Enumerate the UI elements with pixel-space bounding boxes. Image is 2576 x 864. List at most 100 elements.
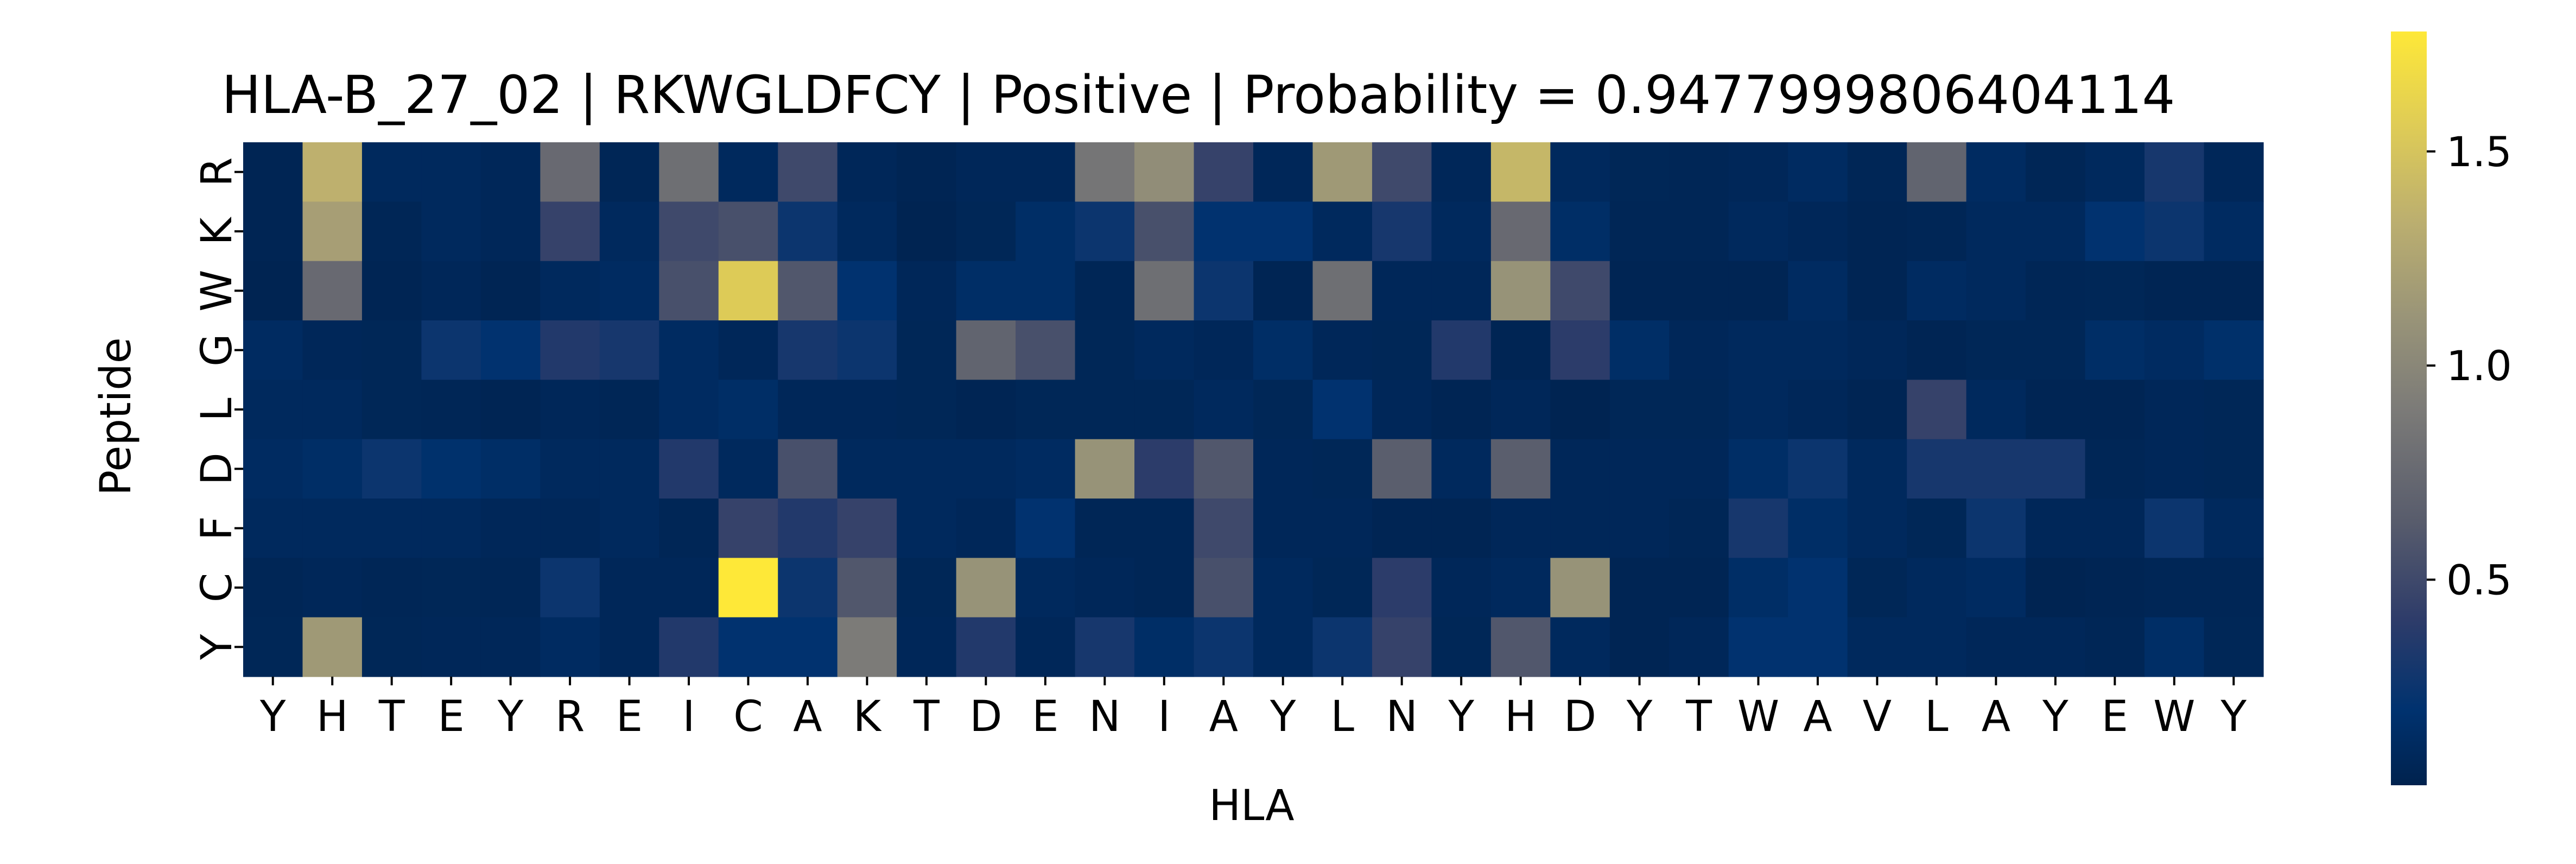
heatmap-cell xyxy=(956,320,1016,380)
heatmap-cell xyxy=(361,261,422,321)
heatmap-cell xyxy=(1609,499,1670,558)
heatmap-cell xyxy=(302,142,363,202)
x-tick-label: D xyxy=(1564,692,1596,741)
heatmap-cell xyxy=(1431,142,1492,202)
heatmap-cell xyxy=(956,142,1016,202)
heatmap-cell xyxy=(599,201,659,262)
heatmap-cell xyxy=(1490,201,1551,262)
heatmap-cell xyxy=(421,142,481,202)
heatmap-cell xyxy=(2085,439,2145,499)
heatmap-cell xyxy=(1669,499,1729,558)
heatmap-cell xyxy=(897,261,957,321)
heatmap-cell xyxy=(2085,617,2145,677)
x-tick-label: L xyxy=(1925,692,1949,741)
heatmap-cell xyxy=(837,320,897,380)
heatmap-cell xyxy=(1847,201,1907,262)
heatmap-cell xyxy=(2026,617,2086,677)
heatmap-cell xyxy=(1847,558,1907,618)
heatmap-cell xyxy=(1609,261,1670,321)
y-axis-label: Peptide xyxy=(92,337,141,496)
heatmap-cell xyxy=(1847,380,1907,440)
colorbar-tick-label: 1.0 xyxy=(2446,342,2512,390)
heatmap-cell xyxy=(718,617,778,677)
heatmap-cell xyxy=(361,617,422,677)
x-tick-label: I xyxy=(683,692,695,741)
heatmap-cell xyxy=(243,617,303,677)
heatmap-cell xyxy=(718,261,778,321)
x-tick-label: A xyxy=(793,692,822,741)
y-tick-label: Y xyxy=(193,634,242,660)
y-tick-label: W xyxy=(193,270,242,312)
heatmap-cell xyxy=(243,380,303,440)
x-tick-label: Y xyxy=(2220,692,2247,741)
heatmap-cell xyxy=(1372,320,1432,380)
heatmap-cell xyxy=(421,617,481,677)
heatmap-cell xyxy=(1966,320,2026,380)
heatmap-cell xyxy=(1609,201,1670,262)
heatmap-cell xyxy=(540,142,600,202)
heatmap-cell xyxy=(361,558,422,618)
heatmap-cell xyxy=(540,380,600,440)
heatmap-cell xyxy=(480,439,541,499)
heatmap-cell xyxy=(243,558,303,618)
heatmap-cell xyxy=(1669,142,1729,202)
heatmap-cell xyxy=(361,439,422,499)
heatmap-cell xyxy=(1312,558,1373,618)
heatmap-cell xyxy=(1490,439,1551,499)
heatmap-cell xyxy=(1847,617,1907,677)
heatmap-cell xyxy=(1016,617,1076,677)
heatmap-cell xyxy=(1966,499,2026,558)
heatmap-cell xyxy=(956,380,1016,440)
heatmap-cell xyxy=(1728,558,1788,618)
heatmap-cell xyxy=(1431,439,1492,499)
heatmap-cell xyxy=(2204,558,2264,618)
heatmap-cell xyxy=(599,558,659,618)
heatmap-cell xyxy=(2144,261,2205,321)
y-tick-label: C xyxy=(193,573,242,602)
heatmap-cell xyxy=(2144,201,2205,262)
heatmap-cell xyxy=(778,261,838,321)
x-tick-label: W xyxy=(1737,692,1779,741)
x-tick-label: D xyxy=(969,692,1002,741)
heatmap-cell xyxy=(718,142,778,202)
heatmap-cell xyxy=(540,201,600,262)
heatmap-cell xyxy=(1253,439,1314,499)
heatmap-cell xyxy=(540,320,600,380)
heatmap-cell xyxy=(243,439,303,499)
heatmap-cell xyxy=(1490,320,1551,380)
heatmap-cell xyxy=(1431,261,1492,321)
heatmap-cell xyxy=(1075,380,1135,440)
heatmap-cell xyxy=(659,380,719,440)
heatmap-cell xyxy=(1728,499,1788,558)
heatmap-cell xyxy=(2026,201,2086,262)
heatmap-cell xyxy=(718,439,778,499)
heatmap-cell xyxy=(778,499,838,558)
y-tick-label: F xyxy=(193,516,242,540)
heatmap-cell xyxy=(1075,261,1135,321)
heatmap-cell xyxy=(302,617,363,677)
heatmap-cell xyxy=(1907,558,1967,618)
heatmap-cell xyxy=(1253,320,1314,380)
heatmap-cell xyxy=(1312,380,1373,440)
x-tick-label: N xyxy=(1386,692,1418,741)
chart-title: HLA-B_27_02 | RKWGLDFCY | Positive | Pro… xyxy=(222,65,2175,126)
heatmap-cell xyxy=(1016,261,1076,321)
heatmap-cell xyxy=(599,142,659,202)
heatmap-cell xyxy=(243,201,303,262)
heatmap-cell xyxy=(2144,558,2205,618)
heatmap-cell xyxy=(599,439,659,499)
heatmap-cell xyxy=(1669,261,1729,321)
heatmap-cell xyxy=(2085,142,2145,202)
heatmap-cell xyxy=(2026,499,2086,558)
heatmap-cell xyxy=(1372,201,1432,262)
heatmap-cell xyxy=(2204,320,2264,380)
heatmap-cell xyxy=(1550,499,1610,558)
heatmap-cell xyxy=(2204,499,2264,558)
heatmap-cell xyxy=(1966,261,2026,321)
x-tick-label: Y xyxy=(1270,692,1296,741)
heatmap-cell xyxy=(1016,439,1076,499)
heatmap-cell xyxy=(1669,558,1729,618)
heatmap-cell xyxy=(480,499,541,558)
heatmap-cell xyxy=(956,439,1016,499)
heatmap-cell xyxy=(540,558,600,618)
